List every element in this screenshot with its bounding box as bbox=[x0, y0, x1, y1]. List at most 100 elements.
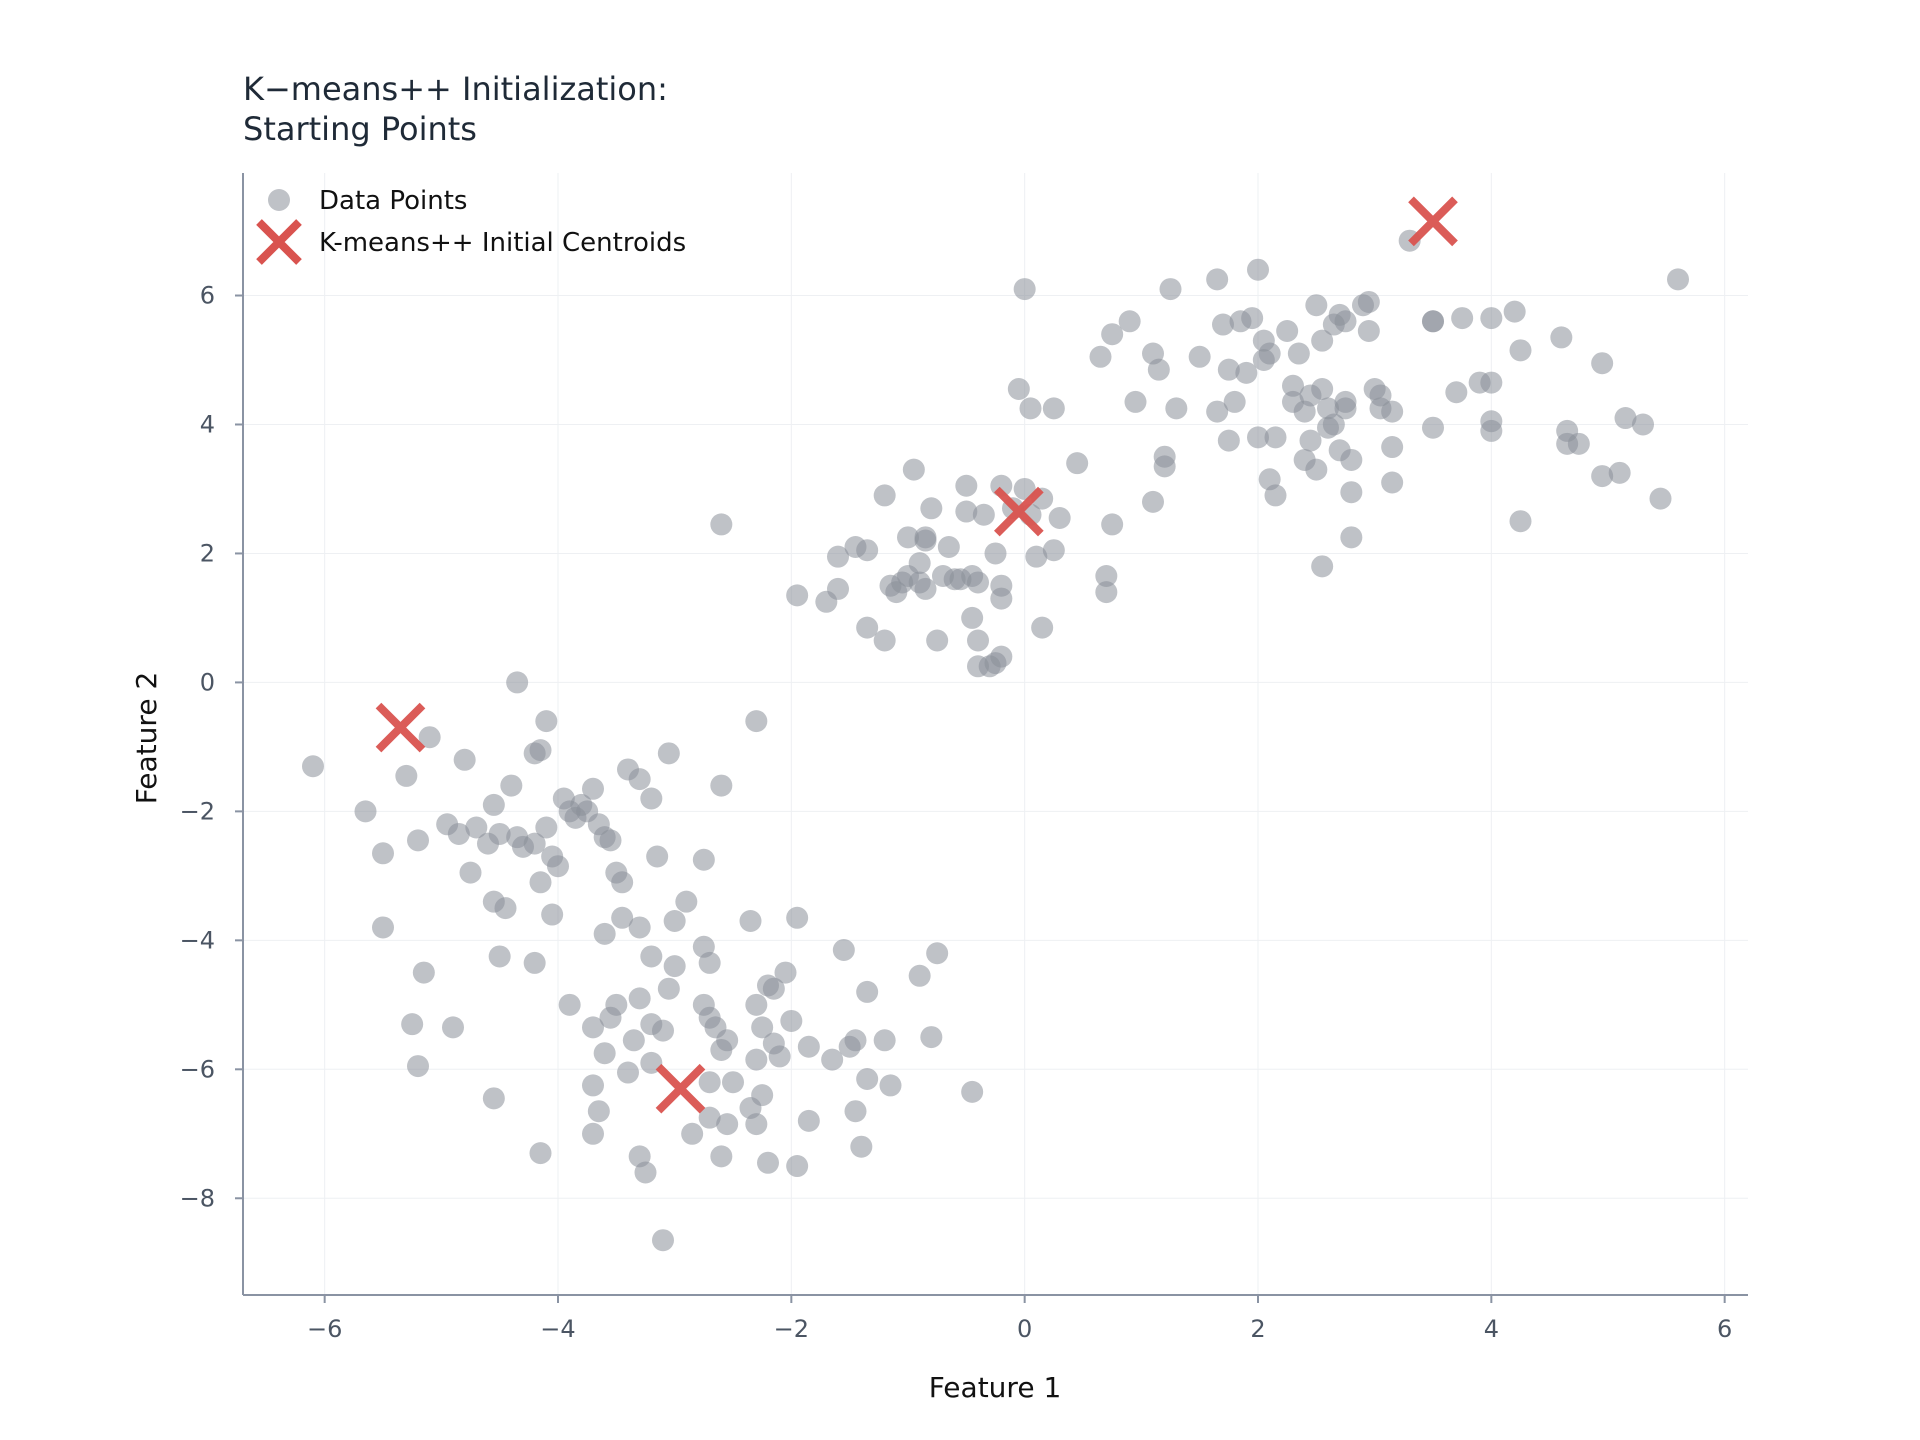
data-point bbox=[698, 1071, 721, 1094]
data-point bbox=[587, 1100, 610, 1123]
x-tick-label: 4 bbox=[1484, 1315, 1499, 1343]
data-point bbox=[1188, 345, 1211, 368]
data-point bbox=[1247, 258, 1269, 281]
data-point bbox=[914, 526, 937, 549]
data-point bbox=[1509, 339, 1532, 362]
data-point bbox=[716, 1113, 739, 1136]
chart-title-line-1: K−means++ Initialization: bbox=[243, 70, 668, 108]
data-point bbox=[774, 961, 797, 984]
x-axis-label: Feature 1 bbox=[929, 1371, 1062, 1404]
data-point bbox=[710, 513, 733, 536]
data-point bbox=[465, 816, 488, 839]
data-point bbox=[856, 1067, 879, 1090]
data-point bbox=[401, 1013, 424, 1036]
data-point bbox=[1241, 307, 1264, 330]
data-point bbox=[1381, 471, 1404, 494]
data-point bbox=[1153, 455, 1176, 478]
data-point bbox=[1340, 448, 1363, 471]
data-point bbox=[873, 1029, 896, 1052]
legend-label-centroids: K-means++ Initial Centroids bbox=[319, 228, 686, 258]
data-point bbox=[1095, 581, 1118, 604]
data-point bbox=[1019, 397, 1042, 420]
data-point bbox=[937, 536, 960, 558]
data-point bbox=[1025, 545, 1048, 568]
data-point bbox=[832, 939, 855, 962]
data-point bbox=[1480, 371, 1503, 394]
data-point bbox=[955, 500, 978, 523]
data-point bbox=[459, 861, 482, 884]
data-point bbox=[1142, 490, 1164, 513]
data-point bbox=[1422, 310, 1444, 333]
data-point bbox=[961, 606, 984, 629]
data-point bbox=[710, 1038, 733, 1061]
data-point bbox=[768, 1045, 791, 1068]
data-point bbox=[622, 1029, 645, 1052]
data-point bbox=[827, 577, 849, 600]
data-point bbox=[1217, 429, 1240, 452]
data-point bbox=[1264, 426, 1287, 449]
data-point bbox=[302, 755, 324, 778]
y-axis-label: Feature 2 bbox=[130, 672, 163, 805]
data-point bbox=[897, 526, 919, 549]
data-point bbox=[1235, 361, 1258, 384]
data-point bbox=[558, 993, 581, 1016]
data-point bbox=[599, 1006, 622, 1029]
data-point bbox=[523, 742, 546, 765]
data-point bbox=[757, 1151, 779, 1174]
centroid-marker bbox=[375, 702, 426, 753]
data-point bbox=[692, 848, 715, 871]
data-point bbox=[908, 552, 931, 575]
data-point bbox=[1042, 397, 1065, 420]
y-tick-label: 2 bbox=[200, 539, 215, 567]
data-point bbox=[844, 1029, 867, 1052]
data-point bbox=[1608, 461, 1631, 484]
data-point bbox=[1591, 465, 1614, 488]
data-point bbox=[529, 1142, 552, 1165]
data-point bbox=[1591, 352, 1614, 375]
data-point bbox=[1305, 294, 1328, 317]
data-point bbox=[1357, 319, 1380, 342]
data-point bbox=[1299, 429, 1322, 452]
data-point bbox=[1451, 307, 1474, 330]
data-point bbox=[611, 871, 634, 894]
data-point bbox=[926, 629, 949, 652]
data-point bbox=[1282, 374, 1304, 397]
data-point bbox=[920, 497, 943, 520]
data-point bbox=[1147, 358, 1170, 381]
y-tick-label: −8 bbox=[180, 1184, 215, 1212]
data-point bbox=[1066, 452, 1089, 475]
data-point bbox=[1632, 413, 1654, 436]
data-point bbox=[908, 964, 931, 987]
data-point bbox=[442, 1016, 464, 1039]
data-point bbox=[646, 845, 669, 868]
centroid-marker bbox=[994, 486, 1044, 537]
data-point bbox=[990, 587, 1013, 610]
data-point bbox=[657, 742, 680, 765]
data-point bbox=[745, 993, 768, 1016]
data-point bbox=[873, 629, 896, 652]
data-point bbox=[1480, 419, 1503, 442]
data-point bbox=[1381, 400, 1404, 423]
data-points-series bbox=[302, 229, 1689, 1252]
y-tick-label: −6 bbox=[180, 1055, 215, 1083]
data-point bbox=[722, 1071, 744, 1094]
x-tick-label: −4 bbox=[540, 1315, 575, 1343]
data-point bbox=[1305, 458, 1328, 481]
data-point bbox=[1509, 510, 1532, 533]
data-point bbox=[920, 1026, 943, 1049]
data-point bbox=[1322, 413, 1345, 436]
data-point bbox=[372, 842, 394, 865]
data-point bbox=[1614, 407, 1637, 430]
data-point bbox=[372, 916, 394, 939]
data-point bbox=[1340, 526, 1363, 549]
data-point bbox=[1031, 616, 1054, 639]
data-point bbox=[1042, 539, 1065, 562]
data-point bbox=[482, 1087, 505, 1110]
axes bbox=[235, 173, 1748, 1303]
data-point bbox=[1124, 390, 1147, 413]
data-point bbox=[786, 1155, 809, 1178]
data-point bbox=[961, 1080, 984, 1103]
y-tick-label: −4 bbox=[180, 926, 215, 954]
data-point bbox=[1264, 484, 1287, 507]
data-point bbox=[797, 1109, 820, 1132]
